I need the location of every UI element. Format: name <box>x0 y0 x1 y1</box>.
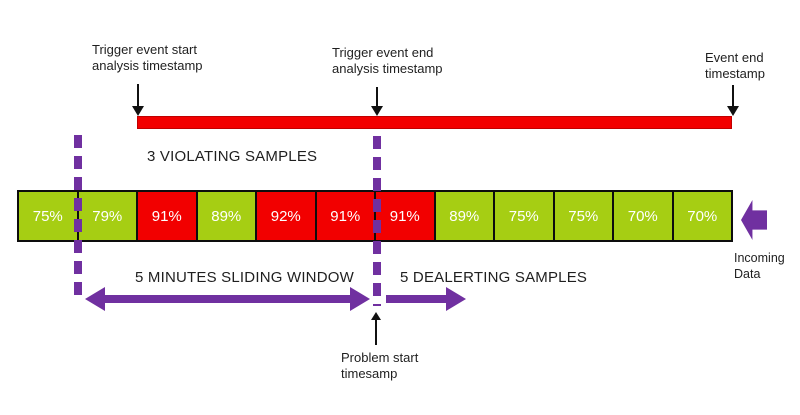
problem-start-arrow-icon <box>371 312 381 320</box>
sample-cell-4: 89% <box>195 190 257 242</box>
sliding-window-arrow-shaft <box>103 295 352 303</box>
sample-row: 75% 79% 91% 89% 92% 91% 91% 89% 75% 75% 70% 70% <box>17 190 733 242</box>
trigger-start-arrow-icon <box>132 106 144 116</box>
problem-start-line1: Problem start <box>341 350 419 365</box>
trigger-end-line1: Trigger event end <box>332 45 434 60</box>
event-end-line2: timestamp <box>705 65 765 81</box>
event-end-line1: Event end <box>705 50 764 65</box>
event-end-arrow-icon <box>727 106 739 116</box>
incoming-data-label: Incoming Data <box>734 250 785 282</box>
event-end-label: Event end timestamp <box>705 50 765 81</box>
sliding-window-arrow-left-icon <box>85 287 105 311</box>
event-duration-bar <box>137 116 732 129</box>
dealerting-samples-label: 5 DEALERTING SAMPLES <box>400 269 588 286</box>
incoming-data-line2: Data <box>734 267 761 281</box>
incoming-data-line1: Incoming <box>734 251 785 265</box>
window-end-dashed-line <box>373 136 381 306</box>
sample-cell-7: 91% <box>374 190 436 242</box>
event-end-arrow-line <box>732 85 734 107</box>
problem-start-label: Problem start timesamp <box>341 350 418 381</box>
trigger-start-label: Trigger event start analysis timestamp <box>92 42 203 73</box>
trigger-end-arrow-icon <box>371 106 383 116</box>
sample-cell-11: 70% <box>612 190 674 242</box>
sample-cell-8: 89% <box>433 190 495 242</box>
dealerting-arrow-shaft <box>386 295 448 303</box>
sample-cell-10: 75% <box>552 190 614 242</box>
violating-samples-label: 3 VIOLATING SAMPLES <box>147 148 318 165</box>
dealerting-arrow-right-icon <box>446 287 466 311</box>
sample-cell-1: 75% <box>17 190 79 242</box>
sample-cell-3: 91% <box>136 190 198 242</box>
sample-cell-5: 92% <box>255 190 317 242</box>
trigger-end-label: Trigger event end analysis timestamp <box>332 45 443 76</box>
trigger-start-line2: analysis timestamp <box>92 57 203 73</box>
incoming-data-arrow-icon <box>741 200 767 240</box>
trigger-start-line1: Trigger event start <box>92 42 198 57</box>
window-start-dashed-line <box>74 135 82 303</box>
trigger-end-arrow-line <box>376 87 378 107</box>
trigger-start-arrow-line <box>137 84 139 107</box>
problem-start-arrow-line <box>375 319 377 345</box>
trigger-end-line2: analysis timestamp <box>332 60 443 76</box>
sliding-window-arrow-right-icon <box>350 287 370 311</box>
sample-cell-6: 91% <box>314 190 376 242</box>
sample-cell-2: 79% <box>76 190 138 242</box>
sliding-window-label: 5 MINUTES SLIDING WINDOW <box>135 269 354 286</box>
sample-cell-12: 70% <box>671 190 733 242</box>
problem-start-line2: timesamp <box>341 365 398 381</box>
sample-cell-9: 75% <box>493 190 555 242</box>
